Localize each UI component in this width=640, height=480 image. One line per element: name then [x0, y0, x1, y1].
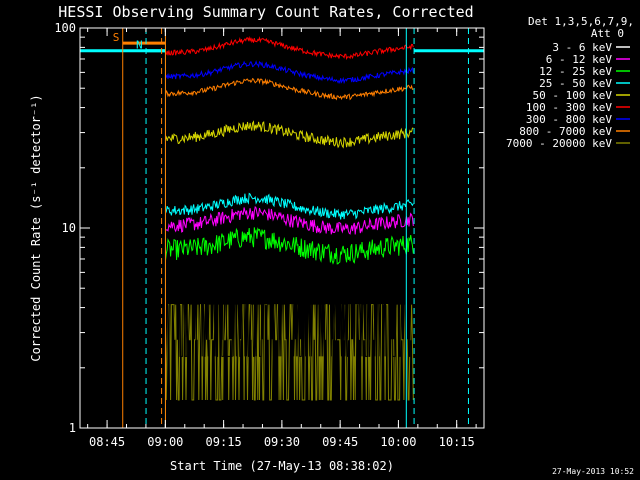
legend-entry-label: 300 - 800 keV: [526, 113, 612, 126]
legend-entry-label: 800 - 7000 keV: [519, 125, 612, 138]
legend-header-line1: Det 1,3,5,6,7,9,: [528, 15, 634, 28]
y-tick-label: 10: [62, 221, 76, 235]
y-tick-label: 1: [69, 421, 76, 435]
x-tick-label: 10:00: [380, 435, 416, 449]
legend-entry-label: 6 - 12 keV: [546, 53, 613, 66]
saa-marker-label: N: [136, 39, 143, 52]
series-line: [165, 77, 414, 101]
x-tick-label: 09:15: [206, 435, 242, 449]
timestamp-label: 27-May-2013 10:52: [552, 467, 634, 476]
y-axis-label: Corrected Count Rate (s⁻¹ detector⁻¹): [29, 94, 43, 361]
x-tick-label: 10:15: [439, 435, 475, 449]
saa-marker-label: S: [113, 31, 120, 44]
plot-area: SN: [80, 28, 484, 428]
legend-header-line2: Att 0: [591, 27, 624, 40]
chart-title: HESSI Observing Summary Count Rates, Cor…: [58, 3, 473, 21]
y-tick-label: 100: [54, 21, 76, 35]
legend-entry-label: 25 - 50 keV: [539, 77, 612, 90]
series-line: [165, 227, 414, 265]
x-tick-label: 09:45: [322, 435, 358, 449]
legend-entry-label: 3 - 6 keV: [552, 41, 612, 54]
legend-entry-label: 50 - 100 keV: [533, 89, 613, 102]
plot-frame: [79, 27, 485, 429]
x-tick-label: 09:00: [147, 435, 183, 449]
series-line: [165, 120, 414, 149]
series-line: [165, 60, 414, 85]
series-line: [165, 304, 414, 401]
legend-entry-label: 100 - 300 keV: [526, 101, 612, 114]
series-line: [165, 192, 414, 220]
series-line: [165, 260, 414, 357]
legend-entry-label: 12 - 25 keV: [539, 65, 612, 78]
x-axis-label: Start Time (27-May-13 08:38:02): [170, 459, 394, 473]
x-tick-label: 09:30: [264, 435, 300, 449]
series-line: [165, 35, 414, 61]
x-tick-label: 08:45: [89, 435, 125, 449]
legend-entry-label: 7000 - 20000 keV: [506, 137, 612, 150]
series-line: [165, 205, 414, 235]
